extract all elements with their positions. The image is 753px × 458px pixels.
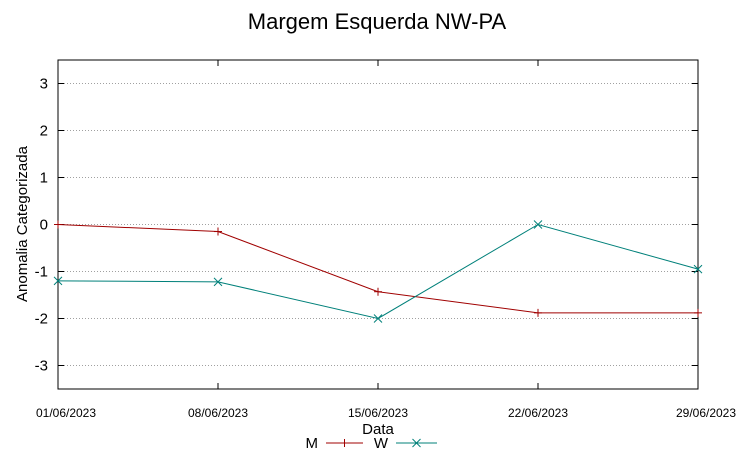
grid-lines <box>58 83 698 366</box>
data-point-M <box>694 308 702 317</box>
data-point-M <box>374 287 382 296</box>
x-tick-label: 01/06/2023 <box>36 406 96 420</box>
legend-label-M: M <box>306 435 319 452</box>
data-point-W <box>373 314 383 323</box>
y-tick-label: 1 <box>40 170 48 187</box>
y-tick-label: 2 <box>40 123 48 140</box>
y-axis-label: Anomalia Categorizada <box>14 145 31 302</box>
data-point-W <box>213 277 223 287</box>
y-axis-ticks: 3 2 1 0 -1 -2 -3 <box>35 76 698 375</box>
chart-title: Margem Esquerda NW-PA <box>248 9 507 34</box>
legend-marker-W <box>412 438 421 448</box>
data-point-M <box>54 220 62 229</box>
data-point-W <box>53 276 63 286</box>
data-series <box>53 220 703 323</box>
data-point-M <box>534 308 542 317</box>
legend-marker-M <box>340 439 349 447</box>
data-point-W <box>693 264 703 274</box>
y-tick-label: -2 <box>35 311 48 328</box>
y-tick-label: 3 <box>40 76 48 93</box>
y-tick-label: 0 <box>40 217 48 234</box>
x-tick-label: 08/06/2023 <box>188 406 248 420</box>
data-point-W <box>533 220 543 229</box>
series-W <box>53 220 703 323</box>
y-tick-label: -3 <box>35 358 48 375</box>
x-tick-label: 22/06/2023 <box>508 406 568 420</box>
x-axis-label: Data <box>362 421 394 438</box>
data-point-M <box>214 227 222 236</box>
x-axis-ticks: 01/06/2023 08/06/2023 15/06/2023 22/06/2023… <box>36 60 736 420</box>
y-tick-label: -1 <box>35 264 48 281</box>
x-tick-label: 15/06/2023 <box>348 406 408 420</box>
x-tick-label: 29/06/2023 <box>676 406 736 420</box>
legend-label-W: W <box>374 435 389 452</box>
series-line-M <box>57 224 698 314</box>
series-M <box>54 220 702 317</box>
